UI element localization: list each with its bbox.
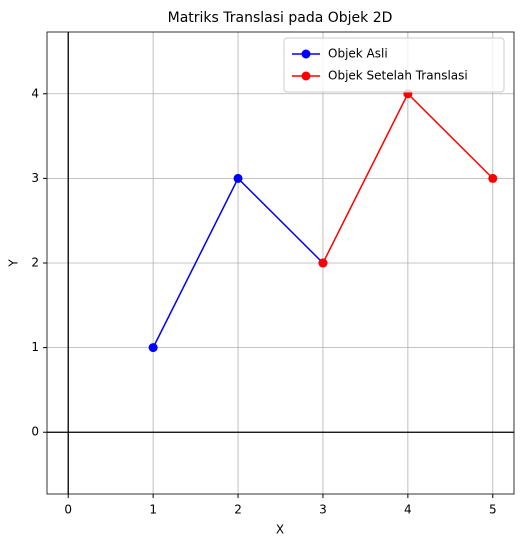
x-tick-label: 1 (149, 503, 157, 517)
plot-frame (46, 31, 515, 495)
y-tick-label: 0 (31, 425, 39, 439)
x-tick-label: 2 (234, 503, 242, 517)
y-tick-label: 4 (31, 86, 39, 100)
point (233, 173, 243, 183)
y-axis-label: Y (7, 259, 21, 268)
y-tick-label: 3 (31, 171, 39, 185)
x-tick-label: 4 (404, 503, 412, 517)
y-tick-label: 2 (31, 256, 39, 270)
x-axis-label: X (276, 523, 284, 537)
legend-label: Objek Setelah Translasi (328, 69, 468, 83)
legend-marker (301, 71, 311, 81)
point (318, 258, 328, 268)
chart-title: Matriks Translasi pada Objek 2D (168, 10, 393, 26)
x-tick-label: 5 (489, 503, 497, 517)
y-tick-label: 1 (31, 340, 39, 354)
legend-label: Objek Asli (328, 47, 388, 61)
point (148, 343, 158, 353)
x-tick-label: 0 (64, 503, 72, 517)
legend-marker (301, 49, 311, 59)
legend-box (283, 37, 505, 93)
point (488, 173, 498, 183)
x-tick-label: 3 (319, 503, 327, 517)
